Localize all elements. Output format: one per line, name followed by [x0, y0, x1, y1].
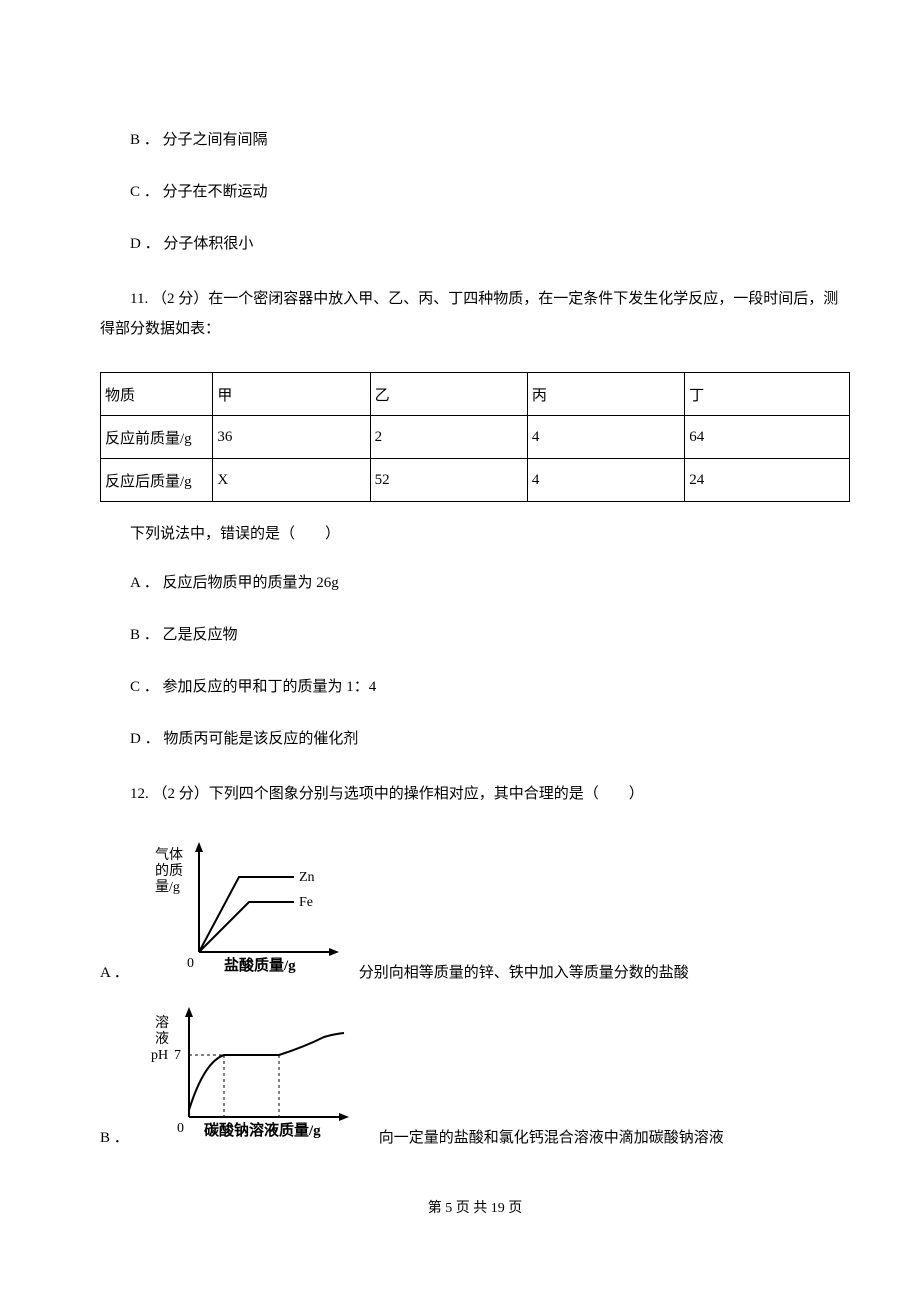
table-cell: 4: [527, 459, 684, 502]
table-cell: 64: [685, 416, 850, 459]
table-cell: 物质: [101, 373, 213, 416]
table-cell: 24: [685, 459, 850, 502]
y-axis-arrow: [185, 1007, 193, 1017]
table-cell: X: [213, 459, 370, 502]
chart-a-ylabel: 量/g: [155, 879, 180, 895]
fe-label: Fe: [299, 895, 313, 910]
y-axis-arrow: [195, 842, 203, 852]
page-content: B ． 分子之间有间隔 C ． 分子在不断运动 D ． 分子体积很小 11. （…: [0, 0, 920, 1257]
table-row: 反应前质量/g 36 2 4 64: [101, 416, 850, 459]
chart-b-origin: 0: [177, 1121, 184, 1136]
table-cell: 36: [213, 416, 370, 459]
chart-a-svg: 气体 的质 量/g Zn Fe 0 盐酸质量/g: [149, 837, 349, 977]
q12-stem: 12. （2 分）下列四个图象分别与选项中的操作相对应，其中合理的是（ ）: [100, 779, 850, 809]
chart-a-ylabel: 的质: [155, 863, 183, 879]
table-cell: 反应前质量/g: [101, 416, 213, 459]
q12-option-b-label: B ．: [100, 1126, 129, 1147]
table-row: 反应后质量/g X 52 4 24: [101, 459, 850, 502]
chart-a: 气体 的质 量/g Zn Fe 0 盐酸质量/g: [149, 837, 349, 982]
chart-b-ylabel: pH: [151, 1048, 168, 1063]
q12-option-b-row: B ． 溶 液 pH 7 0: [100, 1002, 850, 1147]
q11-option-c: C ． 参加反应的甲和丁的质量为 1：4: [130, 675, 850, 699]
table-row: 物质 甲 乙 丙 丁: [101, 373, 850, 416]
q11-option-d: D ． 物质丙可能是该反应的催化剂: [130, 727, 850, 751]
option-b-prev: B ． 分子之间有间隔: [130, 128, 850, 152]
table-cell: 2: [370, 416, 527, 459]
chart-a-ylabel: 气体: [155, 847, 183, 863]
q12-option-a-label: A ．: [100, 961, 129, 982]
chart-b: 溶 液 pH 7 0 碳酸钠溶液质量/g: [149, 1002, 369, 1147]
chart-b-svg: 溶 液 pH 7 0 碳酸钠溶液质量/g: [149, 1002, 369, 1142]
table-cell: 丙: [527, 373, 684, 416]
x-axis-arrow: [339, 1113, 349, 1121]
q11-option-a: A ． 反应后物质甲的质量为 26g: [130, 571, 850, 595]
table-cell: 52: [370, 459, 527, 502]
chart-a-origin: 0: [187, 956, 194, 971]
zn-label: Zn: [299, 870, 315, 885]
table-cell: 丁: [685, 373, 850, 416]
table-cell: 甲: [213, 373, 370, 416]
chart-a-xlabel: 盐酸质量/g: [224, 956, 296, 974]
table-cell: 乙: [370, 373, 527, 416]
chart-b-ytick: 7: [174, 1048, 181, 1063]
q11-substem: 下列说法中，错误的是（ ）: [130, 522, 850, 543]
option-d-prev: D ． 分子体积很小: [130, 232, 850, 256]
option-c-prev: C ． 分子在不断运动: [130, 180, 850, 204]
q11-data-table: 物质 甲 乙 丙 丁 反应前质量/g 36 2 4 64 反应后质量/g X 5…: [100, 372, 850, 502]
q12-option-a-desc: 分别向相等质量的锌、铁中加入等质量分数的盐酸: [359, 961, 689, 982]
zn-line: [199, 877, 294, 952]
q12-option-a-row: A ． 气体 的质 量/g Zn Fe 0 盐酸: [100, 837, 850, 982]
chart-b-ylabel: 溶: [155, 1015, 169, 1031]
x-axis-arrow: [329, 948, 339, 956]
q12-option-b-desc: 向一定量的盐酸和氯化钙混合溶液中滴加碳酸钠溶液: [379, 1126, 724, 1147]
chart-b-ylabel: 液: [155, 1031, 169, 1047]
q11-stem: 11. （2 分）在一个密闭容器中放入甲、乙、丙、丁四种物质，在一定条件下发生化…: [100, 284, 850, 344]
page-footer: 第 5 页 共 19 页: [100, 1197, 850, 1217]
ph-curve: [189, 1033, 344, 1110]
table-cell: 4: [527, 416, 684, 459]
q11-option-b: B ． 乙是反应物: [130, 623, 850, 647]
chart-b-xlabel: 碳酸钠溶液质量/g: [204, 1121, 321, 1139]
table-cell: 反应后质量/g: [101, 459, 213, 502]
